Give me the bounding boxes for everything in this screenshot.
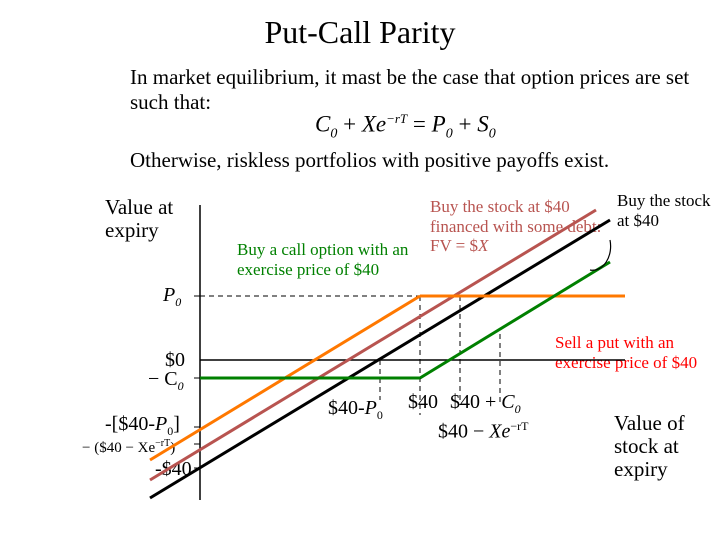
chart-svg [0, 0, 720, 540]
